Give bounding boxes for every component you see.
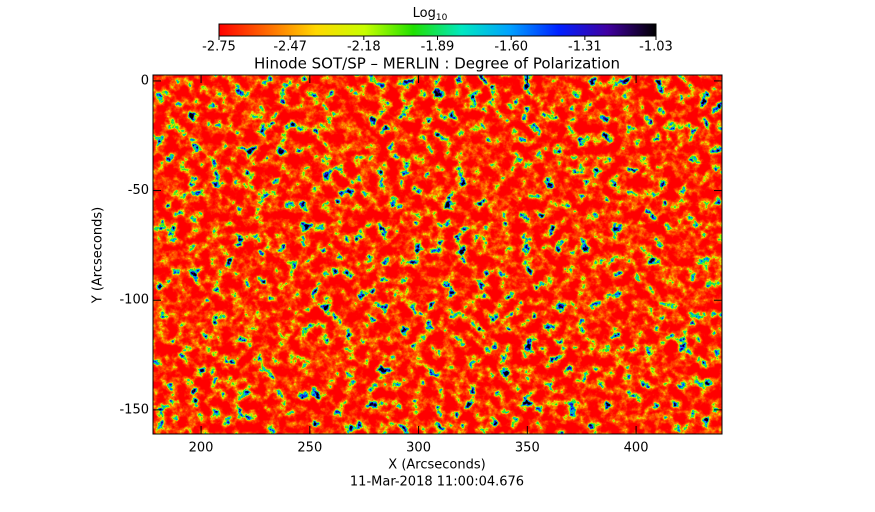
y-tick-label: -150 (119, 402, 149, 417)
colorbar-label: Log10 (413, 6, 448, 23)
y-tick-label: -100 (119, 293, 149, 308)
x-axis-label: X (Arcseconds) (388, 458, 485, 473)
plot-frame (152, 74, 723, 435)
x-tick-label: 200 (189, 441, 214, 456)
y-axis-label: Y (Arcseconds) (91, 207, 106, 304)
chart-title: Hinode SOT/SP – MERLIN : Degree of Polar… (254, 55, 620, 73)
x-tick-label: 350 (515, 441, 540, 456)
x-tick-label: 300 (406, 441, 431, 456)
colorbar (218, 23, 657, 37)
colorbar-tick-label: -1.89 (421, 40, 455, 55)
heatmap-image (153, 75, 722, 434)
x-tick-label: 400 (624, 441, 649, 456)
colorbar-tick-label: -2.75 (202, 40, 236, 55)
colorbar-tick-label: -2.47 (273, 40, 307, 55)
y-tick-label: -50 (128, 183, 149, 198)
colorbar-tick-label: -2.18 (347, 40, 381, 55)
footer-date: 11-Mar-2018 11:00:04.676 (350, 475, 524, 490)
y-tick-label: 0 (141, 73, 149, 88)
colorbar-tick-label: -1.03 (639, 40, 673, 55)
colorbar-tick-label: -1.31 (568, 40, 602, 55)
colorbar-tick-label: -1.60 (494, 40, 528, 55)
x-tick-label: 250 (297, 441, 322, 456)
